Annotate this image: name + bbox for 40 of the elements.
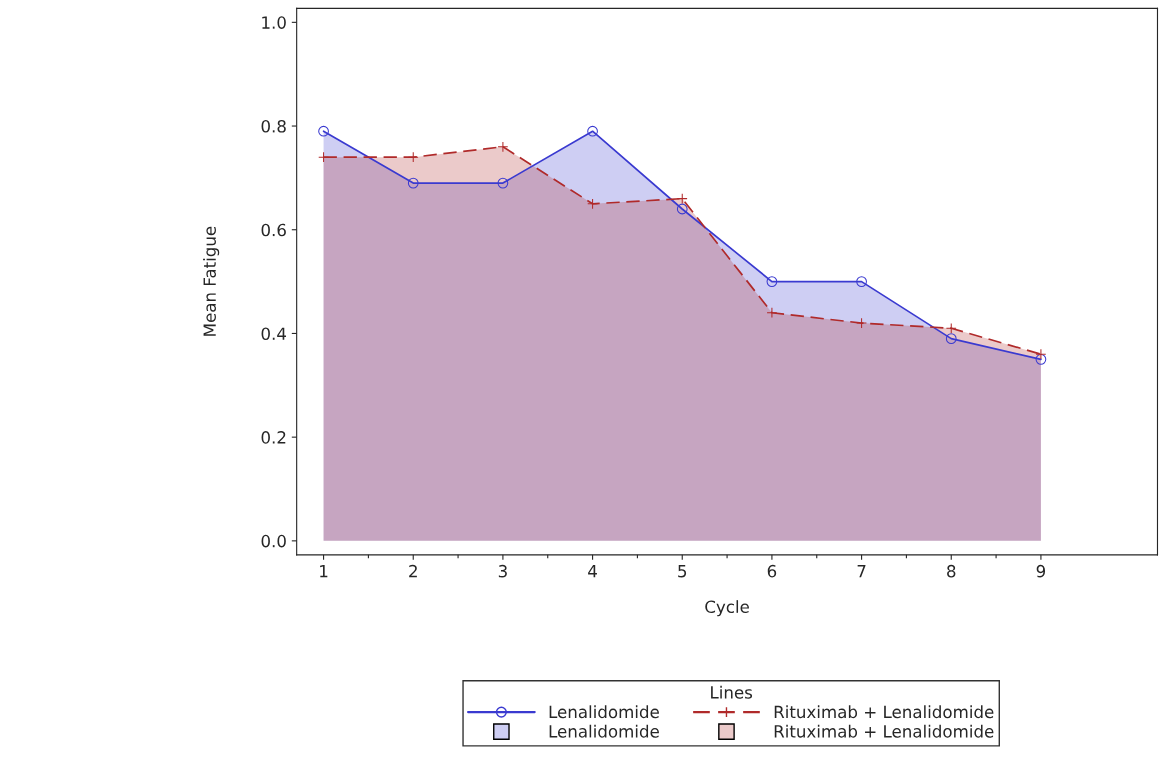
- x-tick-label: 1: [320, 565, 328, 578]
- y-tick-label: 1.0: [262, 16, 286, 29]
- point: [766, 307, 778, 319]
- point: [587, 125, 598, 137]
- x-tick-label: 7: [857, 565, 866, 578]
- x-tick-label: 8: [947, 564, 956, 578]
- y-tick-label: 0.6: [261, 223, 286, 237]
- point: [1035, 348, 1047, 360]
- x-tick-label: 3: [498, 564, 507, 578]
- y-axis-title: Mean Fatigue: [203, 226, 220, 336]
- point: [676, 203, 688, 215]
- legend-label: Lenalidomide: [549, 705, 659, 719]
- y-tick-label: 0.2: [261, 431, 286, 444]
- x-tick-label: 9: [1036, 564, 1046, 578]
- point: [587, 198, 598, 210]
- text: Rituximab + Lenalidomide: [774, 724, 994, 738]
- y-tick-label: 0.0: [261, 534, 286, 548]
- point: [1035, 353, 1047, 365]
- point: [945, 333, 957, 345]
- x-tick-label: 2: [409, 564, 417, 578]
- point: [766, 276, 778, 287]
- point: [945, 322, 957, 334]
- x-axis-title: Cycle: [705, 600, 749, 617]
- point: [407, 151, 419, 163]
- x-tick-label: 6: [767, 564, 777, 578]
- point: [497, 177, 509, 189]
- point: [856, 276, 867, 287]
- legend-title: Lines: [711, 685, 753, 699]
- x-tick-label: 4: [588, 565, 597, 578]
- point: [856, 317, 867, 329]
- y-tick-label: 0.8: [261, 120, 286, 133]
- point: [407, 177, 419, 189]
- point: [318, 125, 329, 137]
- legend-label: Rituximab + Lenalidomide: [774, 705, 994, 719]
- y-tick-label: 0.4: [261, 327, 287, 341]
- point: [497, 141, 509, 153]
- text: Lenalidomide: [549, 724, 659, 738]
- point: [318, 151, 329, 163]
- point: [676, 193, 688, 205]
- x-tick-label: 5: [678, 565, 687, 578]
